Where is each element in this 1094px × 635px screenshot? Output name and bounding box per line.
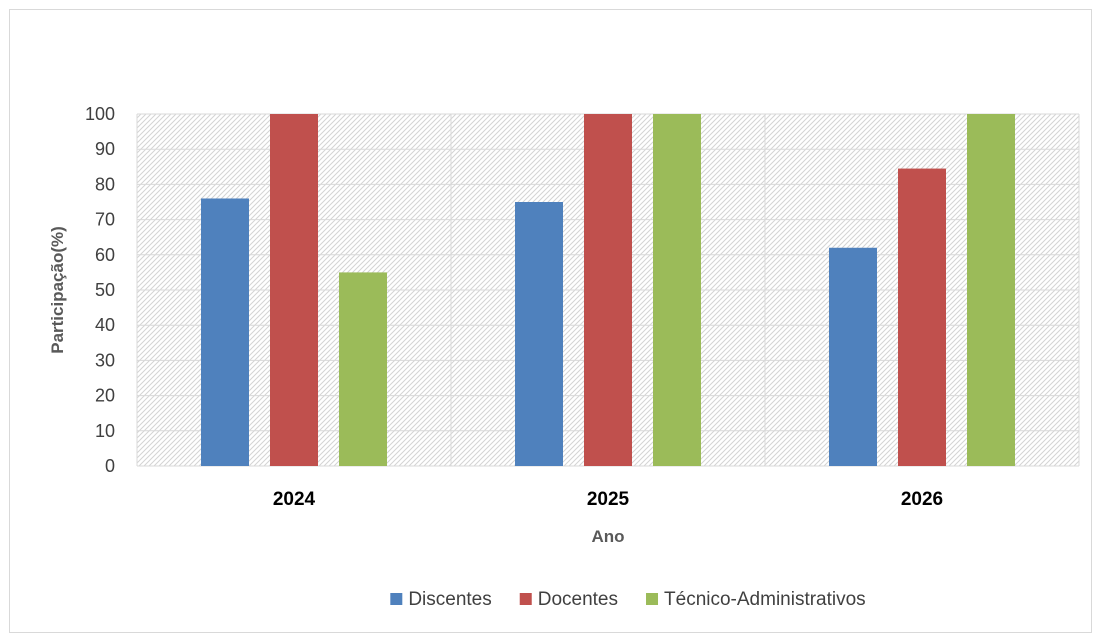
- x-tick-label: 2024: [273, 489, 316, 510]
- bar-discentes-2025: [515, 202, 563, 466]
- legend-label: Docentes: [538, 589, 618, 610]
- bars: [201, 114, 1015, 467]
- y-tick-label: 10: [95, 421, 115, 441]
- x-tick-label: 2025: [587, 489, 630, 510]
- legend-swatch: [390, 593, 403, 605]
- bar-t-cnico-administrativos-2026: [967, 114, 1015, 466]
- legend-label: Técnico-Administrativos: [664, 589, 866, 610]
- y-tick-label: 50: [95, 280, 115, 300]
- x-tick-label: 2026: [901, 489, 943, 510]
- y-tick-label: 100: [85, 104, 115, 124]
- y-axis-ticks: 0 10 20 30 40 50 60 70 80 90 100: [85, 104, 115, 476]
- bar-docentes-2026: [898, 168, 946, 466]
- legend: Discentes Docentes Técnico-Administrativos: [390, 589, 866, 610]
- bar-docentes-2025: [584, 114, 632, 466]
- y-tick-label: 0: [105, 456, 115, 476]
- x-axis-title: Ano: [591, 527, 624, 546]
- y-tick-label: 90: [95, 139, 115, 159]
- y-tick-label: 80: [95, 174, 115, 194]
- y-tick-label: 20: [95, 386, 115, 406]
- legend-label: Discentes: [408, 589, 491, 610]
- y-axis-title: Participação(%): [48, 226, 67, 354]
- bar-docentes-2024: [270, 114, 318, 466]
- y-tick-label: 60: [95, 245, 115, 265]
- x-axis-ticks: 2024 2025 2026: [273, 489, 943, 510]
- legend-swatch: [519, 593, 532, 605]
- bar-discentes-2026: [829, 247, 877, 466]
- y-tick-label: 30: [95, 350, 115, 370]
- bar-t-cnico-administrativos-2025: [653, 114, 701, 466]
- bar-discentes-2024: [201, 198, 249, 467]
- y-tick-label: 70: [95, 210, 115, 230]
- legend-swatch: [646, 593, 659, 605]
- y-tick-label: 40: [95, 315, 115, 335]
- bar-t-cnico-administrativos-2024: [339, 272, 387, 466]
